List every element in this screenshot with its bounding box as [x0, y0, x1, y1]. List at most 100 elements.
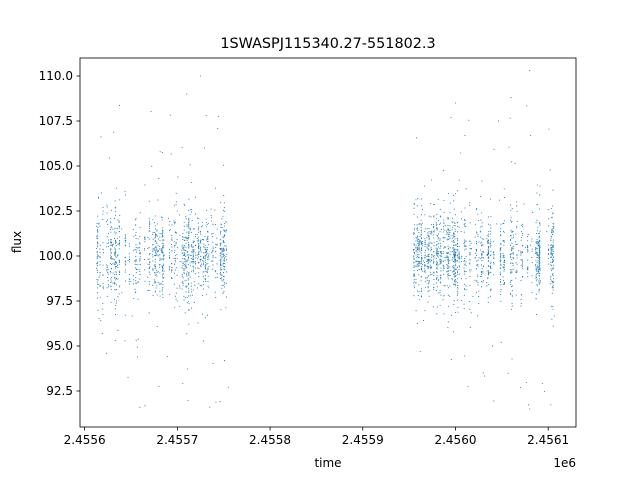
data-point [422, 270, 424, 272]
data-point [97, 215, 99, 217]
plot-frame [79, 57, 577, 428]
data-point [133, 250, 135, 252]
data-point [480, 264, 483, 266]
data-point [415, 278, 417, 280]
data-point [118, 286, 120, 288]
data-point [162, 263, 164, 265]
data-point [135, 258, 137, 261]
data-point [156, 249, 158, 251]
data-point [115, 249, 117, 251]
data-point [427, 232, 429, 234]
data-point [500, 264, 502, 266]
data-point [437, 237, 439, 239]
data-point [102, 282, 104, 284]
data-point [223, 222, 225, 225]
data-point [464, 289, 466, 291]
data-point [221, 249, 223, 251]
data-point [219, 244, 221, 246]
data-point [535, 241, 537, 243]
data-point [550, 240, 552, 242]
data-point [192, 249, 194, 251]
data-point [420, 248, 422, 250]
data-point [536, 252, 538, 254]
data-point [428, 239, 430, 241]
data-point [464, 219, 466, 222]
data-point [149, 261, 151, 263]
data-point [227, 386, 229, 388]
data-point [195, 244, 197, 247]
data-point [124, 271, 126, 273]
data-point [186, 302, 188, 304]
data-point [535, 268, 537, 270]
data-point [186, 275, 188, 277]
data-point [455, 252, 457, 254]
data-point [482, 265, 484, 267]
data-point [428, 215, 430, 217]
data-point [135, 231, 137, 233]
data-point [449, 253, 451, 255]
data-point [511, 295, 513, 297]
data-point [452, 240, 455, 242]
data-point [159, 233, 161, 235]
data-point [114, 308, 116, 310]
data-point [463, 294, 465, 296]
data-point [162, 229, 164, 231]
data-point [527, 272, 529, 274]
data-point [493, 400, 495, 402]
data-point [437, 243, 440, 245]
data-point [149, 267, 151, 269]
data-point [162, 275, 164, 277]
data-point [465, 255, 467, 257]
data-point [430, 203, 432, 205]
data-point [455, 265, 457, 267]
data-point [97, 261, 99, 263]
data-point [460, 278, 462, 280]
data-point [114, 231, 116, 233]
data-point [461, 255, 463, 257]
data-point [124, 240, 126, 242]
data-point [185, 291, 187, 293]
data-point [421, 238, 423, 240]
data-point [220, 267, 222, 269]
data-point [99, 248, 101, 250]
data-point [192, 255, 194, 257]
data-point [181, 282, 183, 284]
data-point [422, 209, 424, 211]
data-point [190, 231, 192, 233]
data-point [184, 297, 186, 299]
data-point [190, 254, 192, 256]
data-point [486, 238, 488, 240]
data-point [171, 234, 173, 236]
data-point [171, 243, 173, 245]
data-point [437, 292, 439, 294]
data-point [431, 254, 433, 256]
data-point [423, 320, 425, 322]
data-point [102, 219, 104, 221]
data-point [443, 284, 445, 286]
data-point [97, 246, 99, 248]
data-point [417, 295, 419, 297]
data-point [474, 279, 476, 281]
data-point [204, 278, 206, 280]
data-point [162, 252, 164, 254]
data-point [482, 238, 484, 240]
data-point [416, 290, 419, 292]
data-point [158, 385, 160, 387]
data-point [503, 262, 505, 264]
data-point [199, 285, 201, 287]
data-point [527, 246, 529, 248]
data-point [435, 252, 437, 254]
data-point [477, 315, 479, 317]
data-point [537, 233, 540, 235]
data-point [110, 268, 113, 270]
data-point [169, 293, 171, 295]
data-point [206, 209, 208, 211]
data-point [159, 245, 161, 248]
data-point [216, 237, 218, 239]
data-point [198, 226, 200, 228]
data-point [139, 227, 141, 229]
data-point [420, 254, 422, 256]
data-point [439, 247, 441, 250]
data-point [429, 233, 431, 235]
data-point [479, 230, 481, 232]
